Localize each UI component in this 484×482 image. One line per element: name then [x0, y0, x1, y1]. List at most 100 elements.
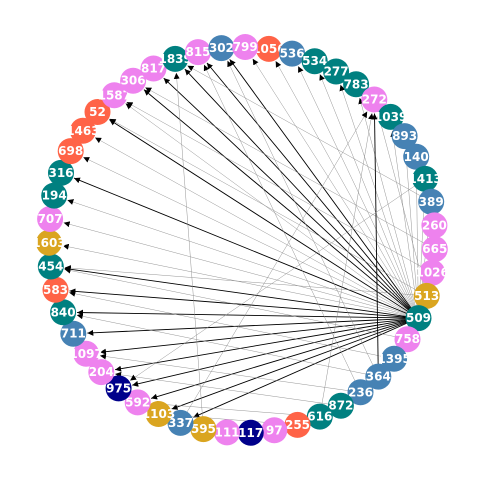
node-1463[interactable]: 1463 — [66, 117, 100, 144]
edge-509-to-277 — [339, 84, 419, 317]
node-label: 111 — [214, 425, 239, 439]
node-label: 975 — [106, 381, 131, 395]
node-509[interactable]: 509 — [405, 305, 432, 332]
node-783[interactable]: 783 — [343, 71, 370, 98]
node-758[interactable]: 758 — [394, 326, 421, 353]
node-label: 1587 — [98, 88, 131, 102]
node-97[interactable]: 97 — [261, 417, 288, 444]
node-1395[interactable]: 1395 — [377, 345, 411, 372]
node-364[interactable]: 364 — [365, 363, 392, 390]
edge-509-to-1463 — [94, 137, 417, 318]
node-316[interactable]: 316 — [48, 159, 74, 186]
edge-509-to-1587 — [125, 103, 418, 318]
node-711[interactable]: 711 — [60, 320, 87, 347]
node-454[interactable]: 454 — [37, 253, 64, 280]
node-label: 583 — [43, 283, 68, 297]
node-306[interactable]: 306 — [120, 67, 147, 94]
edge-509-to-302 — [229, 59, 418, 317]
edge-509-to-799 — [252, 58, 418, 317]
node-1413[interactable]: 1413 — [408, 165, 442, 192]
node-circle — [167, 409, 194, 436]
edge-1413-to-975 — [129, 179, 424, 381]
node-circle — [50, 299, 77, 326]
node-label: 513 — [414, 289, 439, 303]
node-circle — [403, 143, 430, 170]
edge-364-to-302 — [227, 60, 378, 375]
node-337[interactable]: 337 — [167, 409, 194, 436]
node-circle — [418, 188, 445, 215]
node-circle — [232, 34, 259, 60]
node-592[interactable]: 592 — [124, 389, 151, 416]
node-1097[interactable]: 1097 — [69, 340, 103, 367]
node-circle — [88, 359, 115, 386]
node-label: 711 — [61, 327, 86, 341]
node-1056[interactable]: 1056 — [252, 35, 286, 62]
node-1603[interactable]: 1603 — [32, 229, 66, 256]
node-194[interactable]: 194 — [41, 182, 68, 209]
node-872[interactable]: 872 — [327, 392, 354, 419]
edge-509-to-194 — [67, 199, 417, 318]
edge-509-to-1103 — [171, 318, 417, 410]
node-595[interactable]: 595 — [190, 416, 217, 443]
node-140[interactable]: 140 — [403, 143, 430, 170]
edge-509-to-337 — [193, 318, 417, 418]
node-circle — [190, 416, 217, 443]
node-circle — [48, 159, 74, 186]
node-label: 1395 — [377, 352, 410, 366]
node-302[interactable]: 302 — [208, 35, 235, 62]
node-975[interactable]: 975 — [105, 375, 132, 402]
node-label: 140 — [404, 150, 429, 164]
node-840[interactable]: 840 — [50, 299, 77, 326]
node-circle — [343, 71, 370, 98]
edge-236-to-1097 — [99, 353, 359, 393]
node-circle — [413, 282, 440, 309]
node-665[interactable]: 665 — [421, 236, 448, 263]
node-label: 337 — [168, 416, 193, 430]
node-534[interactable]: 534 — [301, 48, 328, 75]
node-799[interactable]: 799 — [232, 34, 259, 60]
node-389[interactable]: 389 — [418, 188, 445, 215]
node-52[interactable]: 52 — [84, 99, 111, 125]
node-513[interactable]: 513 — [413, 282, 440, 309]
node-1039[interactable]: 1039 — [374, 103, 407, 130]
edge-665-to-306 — [145, 87, 434, 249]
node-583[interactable]: 583 — [42, 276, 69, 303]
node-1839[interactable]: 1839 — [158, 45, 192, 72]
edge-509-to-1039 — [390, 130, 419, 317]
node-204[interactable]: 204 — [88, 359, 115, 386]
node-893[interactable]: 893 — [391, 123, 418, 150]
node-circle — [365, 363, 392, 390]
edges-layer — [62, 58, 434, 433]
node-label: 236 — [348, 385, 373, 399]
node-117[interactable]: 117 — [237, 419, 264, 446]
node-circle — [405, 305, 432, 332]
node-label: 204 — [89, 365, 114, 379]
node-260[interactable]: 260 — [421, 212, 448, 239]
edge-1395-to-583 — [69, 290, 393, 359]
node-label: 364 — [366, 370, 391, 384]
node-1587[interactable]: 1587 — [98, 82, 131, 109]
node-1026[interactable]: 1026 — [415, 259, 449, 286]
node-circle — [419, 259, 446, 286]
node-label: 316 — [48, 166, 73, 180]
node-label: 534 — [302, 54, 327, 68]
node-1103[interactable]: 1103 — [142, 401, 175, 427]
node-815[interactable]: 815 — [185, 39, 211, 66]
node-label: 272 — [362, 93, 387, 107]
node-536[interactable]: 536 — [279, 40, 306, 67]
edge-509-to-306 — [143, 89, 418, 318]
node-698[interactable]: 698 — [57, 138, 84, 165]
node-label: 194 — [42, 189, 67, 203]
node-272[interactable]: 272 — [361, 86, 388, 113]
node-277[interactable]: 277 — [323, 58, 350, 85]
node-616[interactable]: 616 — [306, 403, 333, 430]
node-111[interactable]: 111 — [214, 419, 240, 446]
edge-595-to-1839 — [173, 72, 204, 428]
node-236[interactable]: 236 — [347, 379, 374, 406]
node-707[interactable]: 707 — [37, 206, 64, 232]
node-255[interactable]: 255 — [284, 411, 311, 438]
node-circle — [162, 45, 189, 72]
edge-509-to-711 — [87, 317, 417, 336]
node-label: 536 — [280, 47, 305, 61]
node-817[interactable]: 817 — [140, 55, 167, 82]
